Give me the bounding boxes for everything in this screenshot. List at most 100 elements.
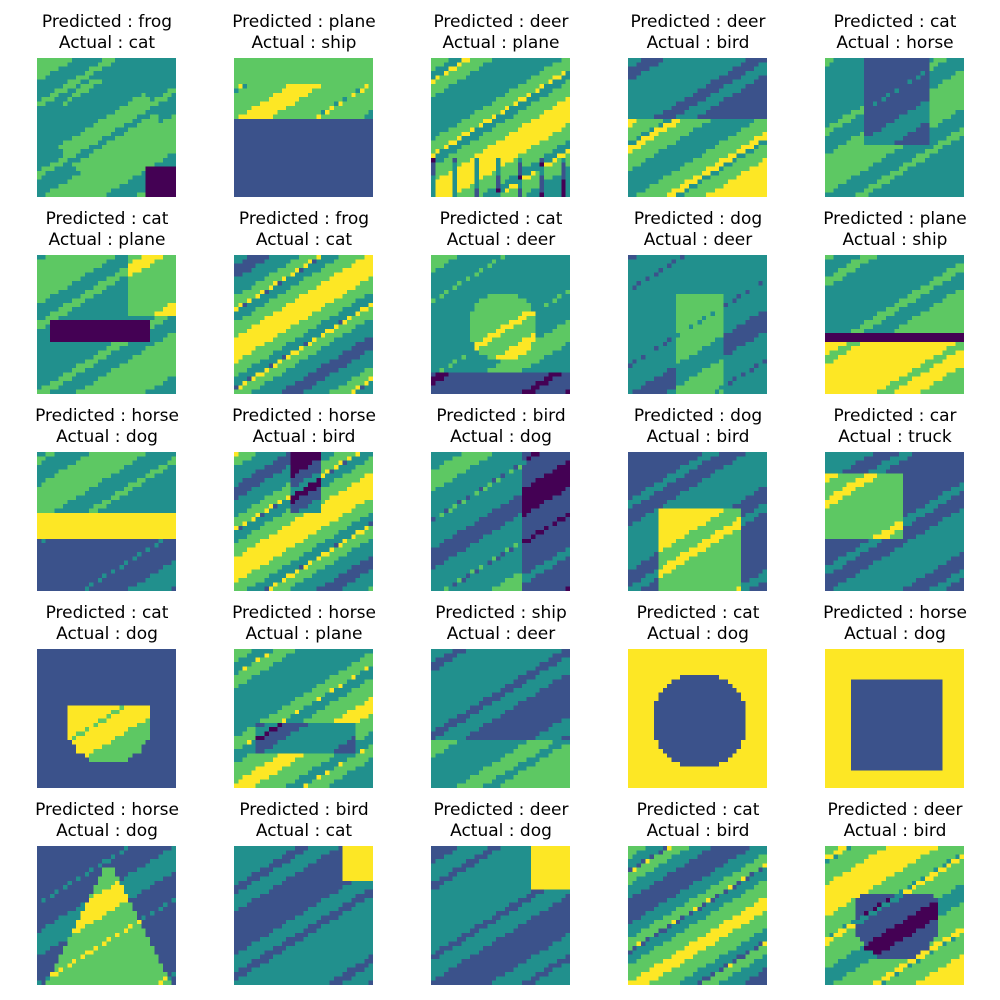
predicted-label: Predicted : cat [27,603,187,624]
predicted-label: Predicted : plane [815,209,975,230]
predicted-label: Predicted : bird [421,406,581,427]
panel-2: Predicted : plane Actual : ship [224,0,384,197]
predicted-label: Predicted : cat [618,603,778,624]
actual-label: Actual : bird [618,33,778,54]
actual-label: Actual : dog [27,821,187,842]
sample-image [431,649,570,788]
panel-3: Predicted : deer Actual : plane [421,0,581,197]
predicted-label: Predicted : dog [618,209,778,230]
panel-8: Predicted : cat Actual : deer [421,197,581,394]
predicted-label: Predicted : horse [815,603,975,624]
predicted-label: Predicted : cat [618,800,778,821]
actual-label: Actual : horse [815,33,975,54]
actual-label: Actual : plane [421,33,581,54]
actual-label: Actual : deer [618,230,778,251]
predicted-label: Predicted : dog [618,406,778,427]
panel-7: Predicted : frog Actual : cat [224,197,384,394]
sample-image [37,452,176,591]
panel-22: Predicted : bird Actual : cat [224,788,384,985]
panel-5: Predicted : cat Actual : horse [815,0,975,197]
sample-image [628,452,767,591]
actual-label: Actual : cat [224,821,384,842]
predicted-label: Predicted : bird [224,800,384,821]
actual-label: Actual : cat [27,33,187,54]
actual-label: Actual : dog [27,427,187,448]
panel-18: Predicted : ship Actual : deer [421,591,581,788]
panel-6: Predicted : cat Actual : plane [27,197,187,394]
sample-image [628,846,767,985]
actual-label: Actual : ship [815,230,975,251]
sample-image [825,255,964,394]
panel-16: Predicted : cat Actual : dog [27,591,187,788]
sample-image [37,255,176,394]
sample-image [37,649,176,788]
panel-1: Predicted : frog Actual : cat [27,0,187,197]
panel-12: Predicted : horse Actual : bird [224,394,384,591]
panel-13: Predicted : bird Actual : dog [421,394,581,591]
actual-label: Actual : deer [421,230,581,251]
predicted-label: Predicted : deer [421,12,581,33]
predicted-label: Predicted : car [815,406,975,427]
actual-label: Actual : bird [224,427,384,448]
panel-20: Predicted : horse Actual : dog [815,591,975,788]
sample-image [234,846,373,985]
predicted-label: Predicted : ship [421,603,581,624]
actual-label: Actual : dog [815,624,975,645]
predicted-label: Predicted : frog [27,12,187,33]
panel-21: Predicted : horse Actual : dog [27,788,187,985]
panel-23: Predicted : deer Actual : dog [421,788,581,985]
sample-image [37,58,176,197]
panel-9: Predicted : dog Actual : deer [618,197,778,394]
sample-image [431,452,570,591]
sample-image [234,649,373,788]
sample-image [431,255,570,394]
panel-4: Predicted : deer Actual : bird [618,0,778,197]
panel-15: Predicted : car Actual : truck [815,394,975,591]
actual-label: Actual : dog [27,624,187,645]
predicted-label: Predicted : cat [815,12,975,33]
sample-image [628,649,767,788]
sample-image [825,846,964,985]
panel-14: Predicted : dog Actual : bird [618,394,778,591]
predicted-label: Predicted : horse [224,603,384,624]
sample-image [37,846,176,985]
sample-image [234,452,373,591]
panel-25: Predicted : deer Actual : bird [815,788,975,985]
panel-19: Predicted : cat Actual : dog [618,591,778,788]
predicted-label: Predicted : horse [27,406,187,427]
actual-label: Actual : plane [27,230,187,251]
panel-17: Predicted : horse Actual : plane [224,591,384,788]
actual-label: Actual : cat [224,230,384,251]
actual-label: Actual : bird [618,821,778,842]
actual-label: Actual : dog [421,427,581,448]
sample-image [234,255,373,394]
panel-11: Predicted : horse Actual : dog [27,394,187,591]
sample-image [234,58,373,197]
sample-image [825,452,964,591]
predicted-label: Predicted : cat [421,209,581,230]
actual-label: Actual : dog [421,821,581,842]
predicted-label: Predicted : horse [224,406,384,427]
predicted-label: Predicted : horse [27,800,187,821]
actual-label: Actual : plane [224,624,384,645]
sample-image [431,846,570,985]
actual-label: Actual : deer [421,624,581,645]
predicted-label: Predicted : deer [421,800,581,821]
actual-label: Actual : truck [815,427,975,448]
predicted-label: Predicted : deer [815,800,975,821]
actual-label: Actual : bird [815,821,975,842]
predicted-label: Predicted : deer [618,12,778,33]
panel-24: Predicted : cat Actual : bird [618,788,778,985]
panel-10: Predicted : plane Actual : ship [815,197,975,394]
sample-image [431,58,570,197]
predicted-label: Predicted : cat [27,209,187,230]
sample-image [628,58,767,197]
actual-label: Actual : ship [224,33,384,54]
sample-image [628,255,767,394]
actual-label: Actual : bird [618,427,778,448]
sample-image [825,58,964,197]
sample-image [825,649,964,788]
predicted-label: Predicted : plane [224,12,384,33]
predicted-label: Predicted : frog [224,209,384,230]
